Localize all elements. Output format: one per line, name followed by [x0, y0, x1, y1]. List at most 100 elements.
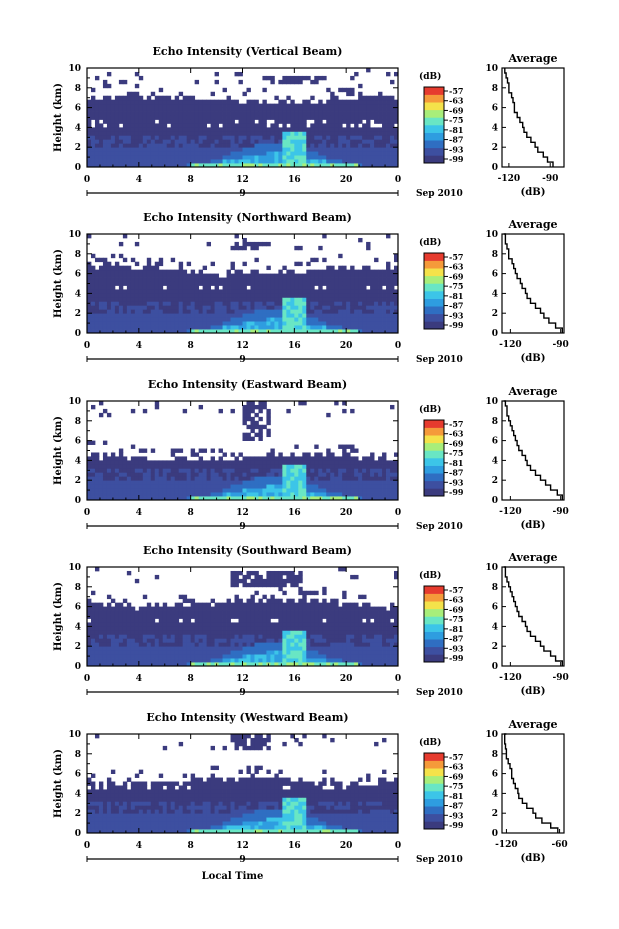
heatmap-cell	[326, 151, 331, 156]
heatmap-cell	[110, 630, 116, 635]
heatmap-cell	[366, 293, 371, 298]
heatmap-cell	[210, 492, 215, 497]
heatmap-cell	[246, 151, 251, 156]
heatmap-cell	[222, 285, 227, 290]
heatmap-cell	[342, 265, 347, 271]
heatmap-cell	[250, 317, 255, 322]
heatmap-cell	[262, 492, 267, 497]
heatmap-cell	[218, 99, 223, 105]
heatmap-cell	[230, 610, 235, 615]
heatmap-cell	[110, 111, 116, 116]
heatmap-cell	[206, 650, 212, 655]
heatmap-cell	[174, 630, 180, 635]
heatmap-cell	[278, 598, 283, 604]
heatmap-cell	[190, 289, 196, 294]
heatmap-cell	[294, 115, 299, 120]
heatmap-cell	[202, 606, 208, 611]
heatmap-cell	[106, 269, 112, 274]
heatmap-cell	[206, 622, 212, 627]
heatmap-cell	[194, 650, 200, 655]
heatmap-cell	[206, 496, 212, 501]
heatmap-cell	[246, 626, 251, 631]
heatmap-cell	[334, 277, 339, 282]
heatmap-cell	[158, 289, 164, 294]
heatmap-cell	[206, 321, 212, 326]
heatmap-cell	[246, 159, 251, 164]
heatmap-cell	[194, 119, 200, 124]
heatmap-cell	[230, 297, 235, 302]
heatmap-cell	[374, 313, 379, 318]
heatmap-cell	[146, 634, 152, 639]
heatmap-cell	[386, 123, 391, 128]
heatmap-cell	[294, 151, 299, 156]
heatmap-cell	[190, 317, 196, 322]
heatmap-cell	[282, 638, 287, 643]
heatmap-cell	[238, 159, 243, 164]
heatmap-cell	[122, 273, 128, 278]
heatmap-cell	[362, 468, 367, 473]
heatmap-cell	[190, 277, 196, 282]
heatmap-cell	[322, 135, 327, 140]
heatmap-cell	[114, 464, 120, 469]
heatmap-cell	[342, 468, 347, 473]
x-tick-label: 4	[136, 175, 142, 185]
colorbar-swatch	[424, 268, 444, 277]
heatmap-cell	[94, 285, 100, 290]
heatmap-cell	[218, 317, 223, 322]
heatmap-cell	[162, 630, 168, 635]
heatmap-cell	[146, 289, 152, 294]
heatmap-cell	[390, 115, 395, 120]
heatmap-cell	[102, 456, 108, 461]
heatmap-cell	[334, 289, 339, 294]
heatmap-cell	[274, 119, 279, 124]
heatmap-cell	[198, 492, 204, 497]
heatmap-cell	[166, 317, 172, 322]
heatmap-cell	[258, 460, 263, 465]
heatmap-cell	[138, 131, 144, 136]
heatmap-cell	[390, 305, 395, 310]
heatmap-cell	[126, 277, 132, 282]
heatmap-cell	[130, 468, 136, 473]
heatmap-cell	[274, 123, 279, 128]
heatmap-cell	[242, 139, 247, 144]
heatmap-cell	[278, 297, 283, 302]
heatmap-cell	[394, 281, 399, 286]
heatmap-cell	[254, 143, 259, 148]
heatmap-cell	[390, 464, 395, 469]
heatmap-cell	[274, 642, 279, 647]
heatmap-cell	[126, 602, 132, 607]
heatmap-cell	[274, 570, 279, 576]
heatmap-cell	[250, 107, 255, 112]
heatmap-cell	[114, 618, 120, 623]
heatmap-cell	[278, 317, 283, 322]
heatmap-cell	[146, 317, 152, 322]
heatmap-cell	[210, 273, 215, 278]
heatmap-cell	[186, 281, 192, 286]
heatmap-cell	[254, 622, 259, 627]
heatmap-cell	[274, 127, 279, 132]
heatmap-cell	[242, 460, 247, 465]
heatmap-cell	[330, 151, 335, 156]
heatmap-cell	[198, 301, 204, 306]
heatmap-cell	[166, 301, 172, 306]
heatmap-cell	[374, 301, 379, 306]
heatmap-cell	[274, 321, 279, 326]
heatmap-cell	[306, 646, 311, 651]
heatmap-cell	[182, 317, 188, 322]
heatmap-cell	[250, 650, 255, 655]
heatmap-cell	[370, 468, 375, 473]
heatmap-cell	[314, 492, 319, 497]
heatmap-cell	[290, 484, 295, 489]
heatmap-cell	[258, 139, 263, 144]
heatmap-cell	[262, 618, 267, 623]
heatmap-cell	[258, 289, 263, 294]
heatmap-cell	[110, 452, 116, 457]
heatmap-cell	[234, 269, 239, 274]
heatmap-cell	[154, 658, 160, 663]
heatmap-cell	[214, 71, 219, 77]
heatmap-cell	[254, 155, 259, 160]
heatmap-cell	[230, 135, 235, 140]
heatmap-cell	[250, 492, 255, 497]
heatmap-cell	[226, 139, 231, 144]
heatmap-cell	[126, 99, 132, 105]
